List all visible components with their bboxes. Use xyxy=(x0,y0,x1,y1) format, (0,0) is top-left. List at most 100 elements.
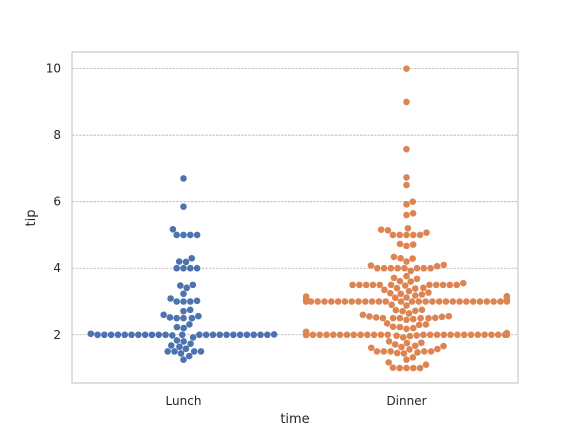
data-point xyxy=(188,254,196,262)
data-point xyxy=(396,364,404,372)
data-point xyxy=(321,298,328,305)
data-point xyxy=(414,349,421,356)
data-point xyxy=(389,323,397,331)
data-point xyxy=(415,298,423,305)
data-point xyxy=(460,331,468,339)
data-point xyxy=(257,331,264,339)
data-point xyxy=(180,314,187,322)
data-point xyxy=(403,258,410,265)
data-point xyxy=(195,312,202,320)
data-point xyxy=(162,331,169,339)
data-point xyxy=(180,203,187,210)
y-tick-label: 4 xyxy=(53,261,61,275)
data-point xyxy=(101,331,108,339)
data-point xyxy=(401,264,408,272)
data-point xyxy=(180,356,187,364)
data-point xyxy=(178,331,186,339)
data-point xyxy=(182,345,190,353)
data-point xyxy=(380,348,388,355)
data-point xyxy=(405,310,413,317)
data-point xyxy=(399,334,407,341)
data-point xyxy=(403,242,410,250)
data-point xyxy=(264,331,271,339)
data-point xyxy=(391,341,399,348)
data-point xyxy=(490,298,497,305)
data-point xyxy=(407,278,415,285)
data-point xyxy=(432,281,440,289)
data-point xyxy=(403,302,410,309)
data-point xyxy=(403,211,410,219)
data-point xyxy=(377,226,385,233)
data-point xyxy=(385,338,393,345)
data-point xyxy=(399,307,406,315)
data-point xyxy=(148,331,156,339)
data-points xyxy=(87,65,511,372)
data-point xyxy=(427,348,435,355)
data-point xyxy=(391,294,399,302)
data-point xyxy=(370,331,378,339)
data-point xyxy=(384,331,392,339)
data-point xyxy=(173,298,180,305)
data-point xyxy=(409,210,417,217)
data-point xyxy=(349,281,356,289)
data-point xyxy=(359,311,367,319)
data-point xyxy=(409,324,417,332)
data-point xyxy=(403,65,410,72)
data-point xyxy=(392,306,400,314)
data-point xyxy=(177,350,185,357)
data-point xyxy=(350,331,358,339)
data-point xyxy=(343,331,351,339)
data-point xyxy=(187,298,194,305)
y-tick-label: 10 xyxy=(46,62,61,76)
data-point xyxy=(180,298,187,305)
data-point xyxy=(403,145,410,153)
data-point xyxy=(459,279,467,287)
y-tick-labels: 2 4 6 8 10 xyxy=(46,62,61,342)
data-point xyxy=(236,331,244,339)
data-point xyxy=(180,290,187,298)
data-point xyxy=(411,292,419,299)
data-point xyxy=(427,264,434,272)
x-tick-labels: Lunch Dinner xyxy=(166,394,427,408)
data-point xyxy=(449,298,457,305)
data-point xyxy=(413,332,420,339)
data-point xyxy=(193,264,201,272)
data-point xyxy=(209,331,217,339)
data-point xyxy=(176,343,183,351)
data-point xyxy=(481,331,488,339)
data-point xyxy=(416,364,424,372)
data-point xyxy=(183,284,191,292)
data-point xyxy=(396,240,404,248)
data-point xyxy=(336,331,344,339)
data-point xyxy=(187,264,194,272)
data-point xyxy=(175,258,183,265)
data-point xyxy=(372,314,380,321)
data-point xyxy=(410,364,417,372)
data-point xyxy=(302,328,310,336)
data-point xyxy=(454,331,461,339)
data-point xyxy=(503,292,511,300)
data-point xyxy=(469,298,477,305)
data-point xyxy=(384,227,392,234)
data-point xyxy=(230,331,237,339)
data-point xyxy=(373,264,381,272)
data-point xyxy=(193,231,201,239)
data-point xyxy=(410,231,417,239)
data-point xyxy=(323,331,330,339)
data-point xyxy=(385,359,392,366)
data-point xyxy=(364,331,371,339)
data-point xyxy=(169,226,177,233)
data-point xyxy=(330,331,337,339)
data-point xyxy=(440,261,448,269)
data-point xyxy=(403,325,410,333)
data-point xyxy=(426,281,433,289)
data-point xyxy=(164,348,171,355)
data-point xyxy=(396,277,404,285)
data-point xyxy=(440,342,447,350)
data-point xyxy=(422,321,430,328)
data-point xyxy=(409,198,417,205)
data-point xyxy=(403,98,410,106)
data-point xyxy=(483,298,491,305)
data-point xyxy=(453,281,460,289)
